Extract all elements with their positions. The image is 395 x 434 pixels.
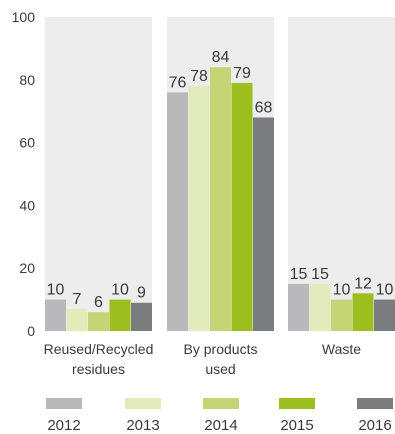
bar-2012 [45, 299, 66, 331]
legend-label: 2013 [126, 417, 159, 434]
bar-2013 [66, 309, 88, 331]
legend-swatch [125, 398, 161, 409]
data-label: 10 [376, 282, 394, 299]
data-label: 76 [169, 74, 187, 91]
bar-2014 [331, 299, 352, 331]
data-label: 15 [311, 266, 329, 283]
data-label: 84 [212, 49, 230, 66]
y-tick-label: 20 [19, 260, 35, 276]
bar-2015 [109, 299, 131, 331]
legend-swatch [203, 398, 239, 409]
data-label: 10 [47, 282, 65, 299]
y-tick-label: 80 [19, 72, 35, 88]
data-label: 9 [137, 285, 146, 302]
legend-label: 2014 [204, 417, 237, 434]
bar-2016 [131, 302, 152, 331]
category-panel [288, 17, 395, 331]
category-label: By products [184, 341, 258, 357]
data-label: 10 [111, 282, 129, 299]
bar-2014 [210, 67, 231, 332]
legend: 2012 2013 2014 2015 2016 [46, 398, 393, 434]
bar-2014 [88, 312, 109, 331]
y-axis: 0 20 40 60 80 100 [12, 9, 36, 339]
category-panel [45, 17, 152, 331]
y-tick-label: 60 [19, 135, 35, 151]
data-label: 78 [190, 68, 208, 85]
bars [45, 67, 395, 332]
bar-2015 [352, 293, 374, 331]
data-label: 68 [255, 99, 273, 116]
legend-swatch [46, 398, 82, 409]
data-label: 10 [333, 282, 351, 299]
category-label: residues [72, 361, 125, 377]
y-tick-label: 100 [12, 9, 36, 25]
bar-2013 [309, 283, 331, 331]
category-label: used [205, 361, 235, 377]
legend-swatch [357, 398, 393, 409]
data-label: 12 [354, 275, 372, 292]
legend-label: 2016 [358, 417, 391, 434]
bar-2016 [253, 117, 274, 331]
legend-label: 2015 [280, 417, 313, 434]
category-label: Waste [322, 341, 361, 357]
bar-2012 [288, 283, 309, 331]
data-label: 79 [233, 65, 251, 82]
legend-swatch [279, 398, 315, 409]
bar-2015 [231, 82, 253, 331]
data-label: 6 [94, 294, 103, 311]
category-labels: Reused/Recycled residues By products used Wa… [44, 341, 362, 377]
bar-2016 [374, 299, 395, 331]
data-label: 15 [290, 266, 308, 283]
category-label: Reused/Recycled [44, 341, 154, 357]
y-tick-label: 0 [27, 323, 35, 339]
legend-label: 2012 [47, 417, 80, 434]
bar-2013 [188, 86, 210, 331]
bar-2012 [167, 92, 188, 331]
y-tick-label: 40 [19, 197, 35, 213]
data-label: 7 [73, 291, 82, 308]
